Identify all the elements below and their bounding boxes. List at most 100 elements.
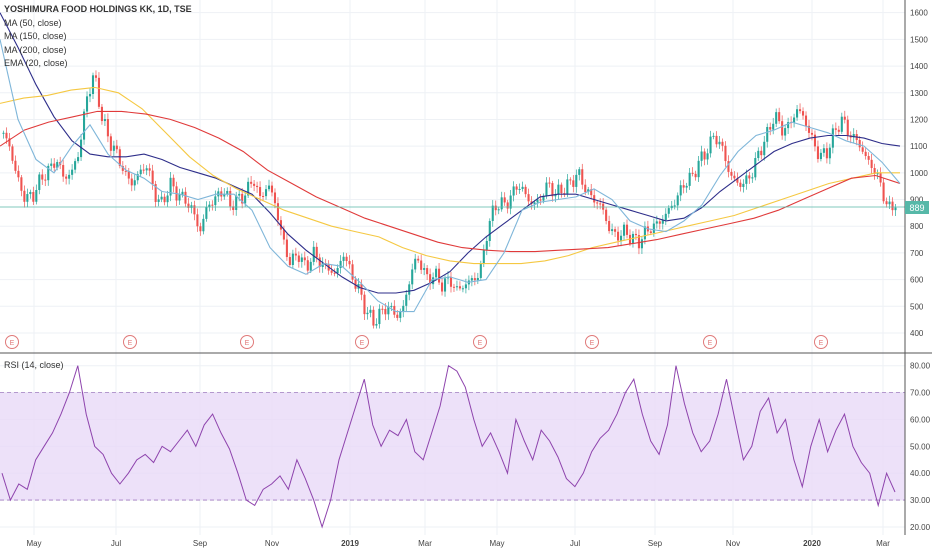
candle-body [148, 168, 151, 171]
candle-body [682, 185, 685, 188]
candle-body [578, 169, 581, 175]
candle-body [503, 197, 506, 203]
candle-body [643, 226, 646, 240]
candle-body [154, 184, 157, 202]
candle-body [449, 276, 453, 287]
earnings-marker-circle[interactable] [703, 335, 717, 349]
price-tick-label: 700 [910, 249, 924, 258]
candle-body [482, 250, 485, 264]
candle-body [828, 147, 831, 159]
indicator-legend: YOSHIMURA FOOD HOLDINGS KK, 1D, TSE MA (… [4, 3, 192, 71]
time-axis[interactable]: May Jul Sep Nov 2019 Mar May Jul Sep Nov 2020 Mar [26, 539, 890, 548]
candle-body [873, 167, 876, 174]
candle-body [429, 274, 432, 285]
candle-body [473, 278, 476, 281]
earnings-marker-circle[interactable] [5, 335, 19, 349]
candle-body [452, 286, 456, 288]
candle-body [569, 179, 572, 181]
candle-body [80, 139, 83, 158]
candle-body [226, 190, 229, 194]
rsi-tick-label: 50.00 [910, 442, 931, 451]
candle-body [405, 294, 408, 306]
candle-body [593, 195, 596, 203]
earnings-marker-circle[interactable] [585, 335, 599, 349]
rsi-tick-label: 70.00 [910, 389, 931, 398]
legend-ma200[interactable]: MA (200, close) [4, 44, 67, 55]
ma-line [0, 86, 900, 265]
candle-body [178, 194, 181, 201]
legend-ma50[interactable]: MA (50, close) [4, 17, 62, 28]
candle-body [614, 229, 617, 232]
earnings-marker-circle[interactable] [473, 335, 487, 349]
candle-body [97, 77, 101, 107]
time-tick-label: Jul [111, 539, 121, 548]
legend-ma150[interactable]: MA (150, close) [4, 31, 67, 41]
candle-body [363, 294, 366, 315]
rsi-legend[interactable]: RSI (14, close) [4, 360, 64, 370]
candle-body [700, 151, 703, 161]
earnings-marker-circle[interactable] [123, 335, 137, 349]
candle-body [763, 141, 766, 156]
earnings-marker-circle[interactable] [355, 335, 369, 349]
candle-body [321, 263, 324, 268]
earnings-marker-circle[interactable] [240, 335, 254, 349]
candle-body [8, 138, 11, 147]
candle-body [837, 129, 840, 132]
candle-body [894, 207, 897, 211]
candle-body [294, 253, 297, 256]
earnings-marker-label: E [590, 340, 595, 347]
candle-body [739, 182, 742, 187]
candle-body [485, 240, 488, 251]
candle-body [68, 174, 71, 179]
rsi-axis[interactable]: 20.00 30.00 40.00 50.00 60.00 70.00 80.00 [910, 362, 931, 532]
candle-body [259, 187, 262, 196]
candle-body [408, 284, 411, 295]
candle-body [211, 204, 214, 206]
candle-body [345, 256, 348, 262]
candle-body [778, 112, 781, 122]
rsi-tick-label: 40.00 [910, 469, 931, 478]
price-axis[interactable]: 400 500 600 700 800 900 1000 1100 1200 1300 1400 15… [910, 9, 928, 338]
candle-body [584, 184, 587, 192]
candle-body [238, 193, 241, 196]
candle-body [32, 191, 35, 202]
candle-body [864, 151, 867, 157]
candle-body [870, 159, 873, 168]
earnings-marker-label: E [10, 340, 15, 347]
price-tick-label: 1200 [910, 115, 928, 124]
candle-body [536, 199, 539, 203]
rsi-tick-label: 60.00 [910, 415, 931, 424]
current-price-text: 889 [909, 203, 924, 213]
candle-body [831, 128, 834, 148]
candle-body [26, 194, 29, 202]
candle-body [775, 112, 778, 124]
moving-average-lines [0, 12, 901, 313]
legend-ema20[interactable]: EMA (20, close) [4, 58, 68, 68]
candle-body [205, 207, 208, 219]
candle-body [590, 189, 593, 196]
candle-body [703, 151, 706, 160]
candle-body [29, 191, 32, 195]
candle-body [244, 195, 247, 204]
candle-body [88, 93, 92, 97]
earnings-marker-circle[interactable] [814, 335, 828, 349]
candle-body [297, 255, 300, 262]
candle-body [62, 165, 65, 177]
candle-body [784, 128, 787, 136]
candle-body [834, 128, 837, 130]
candle-body [807, 125, 811, 133]
candle-body [760, 150, 763, 156]
candle-body [813, 134, 817, 147]
candle-body [751, 177, 754, 179]
candle-body [512, 186, 515, 196]
candle-body [253, 183, 256, 186]
candle-body [667, 208, 670, 214]
candle-body [288, 257, 291, 265]
candle-body [769, 127, 772, 130]
candle-body [378, 308, 381, 325]
candle-body [825, 148, 828, 159]
time-tick-label: May [26, 539, 41, 548]
candle-body [44, 179, 47, 181]
rsi-series-line [1, 364, 896, 529]
